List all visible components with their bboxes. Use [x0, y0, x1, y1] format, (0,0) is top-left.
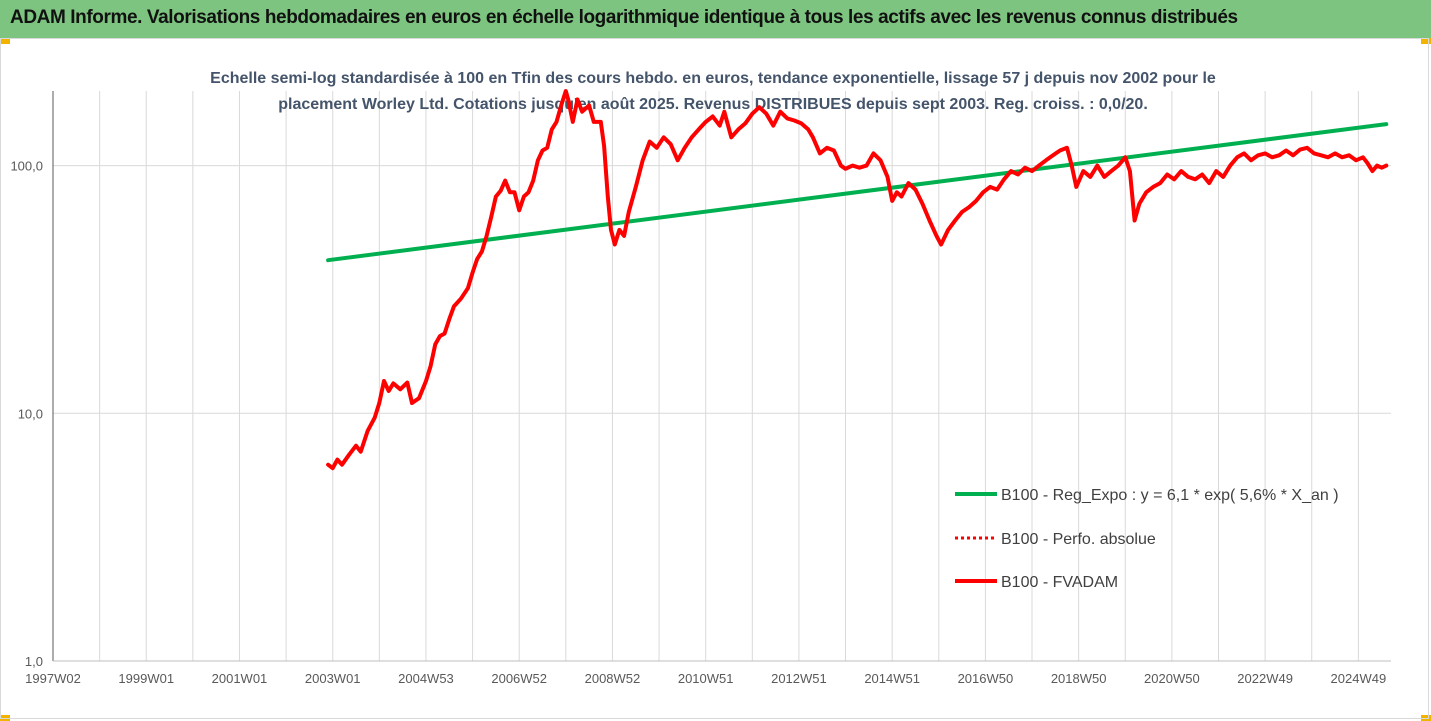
y-tick-label: 10,0 [18, 406, 43, 421]
y-tick-label: 100,0 [10, 159, 43, 174]
corner-marker [0, 38, 10, 44]
chart-title-line-2: placement Worley Ltd. Cotations jusqu'en… [278, 96, 1148, 113]
legend-label-performance: B100 - Perfo. absolue [1001, 531, 1156, 548]
legend: B100 - Reg_Expo : y = 6,1 * exp( 5,6% * … [955, 487, 1339, 591]
series-layer [326, 89, 1389, 471]
x-tick-label: 2018W50 [1051, 671, 1107, 686]
legend-label-regression: B100 - Reg_Expo : y = 6,1 * exp( 5,6% * … [1001, 487, 1339, 504]
chart-title-line-1: Echelle semi-log standardisée à 100 en T… [210, 70, 1216, 87]
x-tick-label: 2008W52 [585, 671, 641, 686]
x-tick-label: 2003W01 [305, 671, 361, 686]
x-tick-label: 2024W49 [1331, 671, 1387, 686]
y-tick-label: 1,0 [25, 654, 43, 669]
series-line-fvadam [326, 89, 1389, 471]
x-tick-label: 1999W01 [118, 671, 174, 686]
legend-label-fvadam: B100 - FVADAM [1001, 574, 1118, 591]
x-tick-label: 2020W50 [1144, 671, 1200, 686]
chart-svg: 1,0 10,0 100,0 1997W02 1999W01 2001W01 2003W01… [10, 70, 1391, 686]
header-band: ADAM Informe. Valorisations hebdomadaire… [0, 0, 1431, 39]
x-tick-label: 2022W49 [1237, 671, 1293, 686]
corner-marker [1421, 38, 1431, 44]
x-tick-label: 2006W52 [491, 671, 547, 686]
x-tick-label: 1997W02 [25, 671, 81, 686]
series-line-regression [326, 122, 1389, 263]
x-tick-label: 2010W51 [678, 671, 734, 686]
x-tick-label: 2001W01 [212, 671, 268, 686]
chart-frame: 1,0 10,0 100,0 1997W02 1999W01 2001W01 2003W01… [0, 38, 1429, 719]
x-tick-label: 2016W50 [958, 671, 1014, 686]
axis-layer: 1,0 10,0 100,0 1997W02 1999W01 2001W01 2003W01… [10, 91, 1391, 686]
x-tick-label: 2012W51 [771, 671, 827, 686]
page-title: ADAM Informe. Valorisations hebdomadaire… [10, 7, 1238, 28]
x-tick-label: 2014W51 [864, 671, 920, 686]
x-tick-label: 2004W53 [398, 671, 454, 686]
